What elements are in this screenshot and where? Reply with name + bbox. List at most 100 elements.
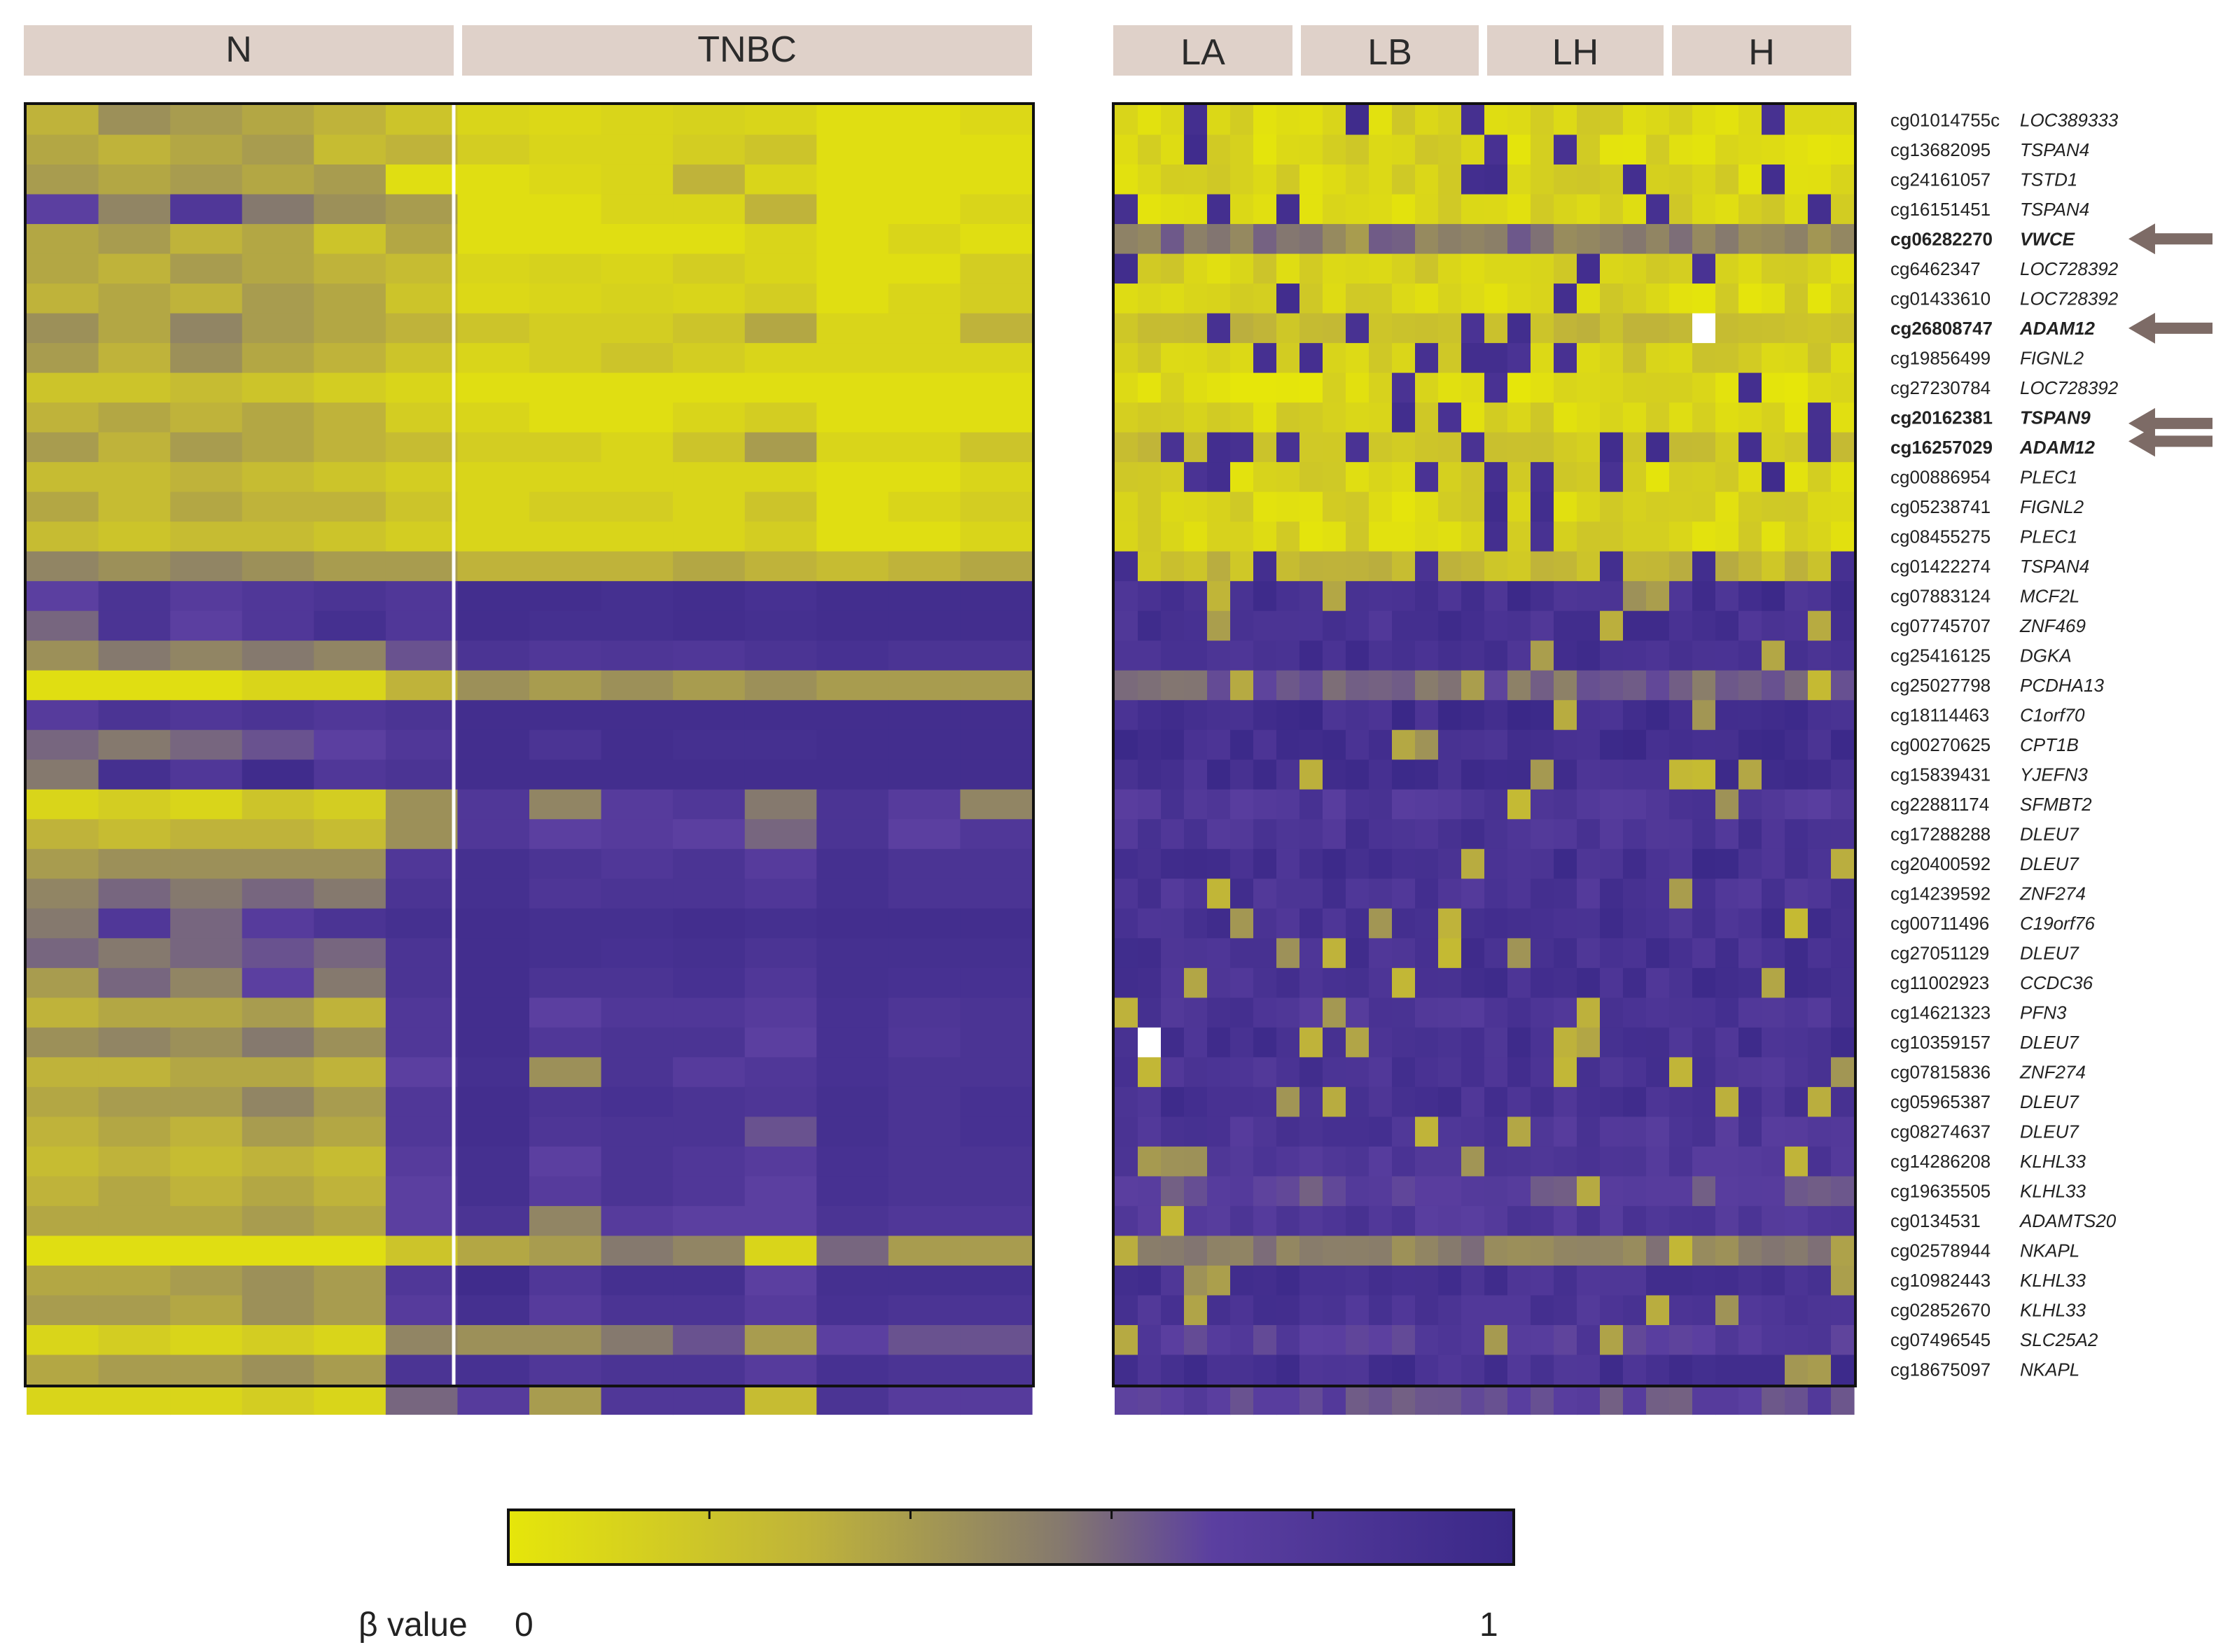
- heatmap-cell: [1646, 670, 1670, 701]
- heatmap-cell: [27, 462, 99, 493]
- heatmap-cell: [1484, 134, 1508, 165]
- heatmap-cell: [1138, 1116, 1162, 1147]
- heatmap-cell: [314, 1057, 386, 1088]
- heatmap-cell: [98, 670, 171, 701]
- heatmap-cell: [529, 253, 602, 284]
- heatmap-cell: [1253, 1176, 1277, 1207]
- row-probe-label: cg27230784: [1890, 377, 1991, 398]
- heatmap-cell: [242, 462, 314, 493]
- heatmap-cell: [1623, 164, 1647, 195]
- heatmap-cell: [960, 1146, 1033, 1177]
- heatmap-cell: [1346, 134, 1370, 165]
- heatmap-cell: [1646, 610, 1670, 641]
- heatmap-cell: [1369, 1116, 1393, 1147]
- heatmap-cell: [1461, 432, 1485, 463]
- heatmap-cell: [1715, 462, 1739, 493]
- heatmap-cell: [1577, 848, 1601, 879]
- heatmap-cell: [1299, 491, 1323, 522]
- heatmap-cell: [1646, 1027, 1670, 1058]
- heatmap-cell: [1369, 1236, 1393, 1266]
- heatmap-cell: [1692, 1086, 1716, 1117]
- heatmap-cell: [27, 1027, 99, 1058]
- heatmap-cell: [1715, 610, 1739, 641]
- heatmap-cell: [1230, 1057, 1254, 1088]
- heatmap-cell: [1115, 938, 1138, 969]
- heatmap-cell: [1276, 164, 1300, 195]
- heatmap-cell: [1138, 134, 1162, 165]
- heatmap-cell: [1438, 1086, 1462, 1117]
- heatmap-cell: [1461, 640, 1485, 671]
- heatmap-cell: [242, 1354, 314, 1385]
- heatmap-cell: [601, 878, 674, 909]
- heatmap-cell: [1738, 551, 1762, 582]
- heatmap-cell: [1715, 938, 1739, 969]
- heatmap-cell: [673, 760, 746, 790]
- heatmap-cell: [98, 878, 171, 909]
- heatmap-cell: [960, 1295, 1033, 1326]
- heatmap-cell: [1299, 462, 1323, 493]
- heatmap-cell: [960, 522, 1033, 552]
- heatmap-cell: [1554, 729, 1577, 760]
- heatmap-cell: [170, 997, 243, 1028]
- heatmap-cell: [1554, 313, 1577, 344]
- heatmap-cell: [816, 551, 889, 582]
- heatmap-cell: [1808, 402, 1832, 433]
- heatmap-cell: [1161, 938, 1185, 969]
- heatmap-cell: [1762, 789, 1785, 820]
- heatmap-cell: [673, 908, 746, 939]
- heatmap-cell: [1323, 105, 1346, 136]
- heatmap-cell: [1230, 1295, 1254, 1326]
- heatmap-cell: [1715, 1205, 1739, 1237]
- heatmap-cell: [1531, 343, 1554, 374]
- heatmap-cell: [314, 343, 386, 374]
- heatmap-cell: [1438, 551, 1462, 582]
- heatmap-cell: [1299, 1027, 1323, 1058]
- heatmap-cell: [242, 997, 314, 1028]
- heatmap-cell: [1230, 194, 1254, 225]
- heatmap-cell: [1531, 670, 1554, 701]
- heatmap-cell: [1438, 1027, 1462, 1058]
- heatmap-cell: [1207, 640, 1231, 671]
- heatmap-cell: [1392, 194, 1416, 225]
- heatmap-cell: [1484, 1385, 1508, 1415]
- group-headers: N TNBC LA LB LH H: [24, 25, 1851, 76]
- heatmap-cell: [1438, 491, 1462, 522]
- heatmap-cell: [1623, 1385, 1647, 1415]
- heatmap-cell: [1669, 1205, 1693, 1237]
- heatmap-cell: [98, 819, 171, 850]
- group-header: [1301, 25, 1479, 76]
- heatmap-cell: [1184, 670, 1208, 701]
- heatmap-cell: [1600, 670, 1624, 701]
- heatmap-cell: [457, 640, 530, 671]
- heatmap-cell: [601, 372, 674, 403]
- heatmap-cell: [1646, 760, 1670, 790]
- heatmap-cell: [1415, 1265, 1439, 1296]
- heatmap-cell: [1669, 1385, 1693, 1415]
- heatmap-cell: [385, 1176, 459, 1207]
- heatmap-cell: [1253, 432, 1277, 463]
- heatmap-cell: [1346, 908, 1370, 939]
- heatmap-cell: [888, 224, 961, 255]
- heatmap-cell: [1415, 1385, 1439, 1415]
- heatmap-cell: [1415, 1086, 1439, 1117]
- heatmap-cell: [1738, 1116, 1762, 1147]
- heatmap-cell: [1738, 134, 1762, 165]
- heatmap-cell: [1369, 1057, 1393, 1088]
- heatmap-cell: [1577, 819, 1601, 850]
- heatmap-cell: [1438, 164, 1462, 195]
- heatmap-cell: [1207, 581, 1231, 612]
- heatmap-cell: [457, 878, 530, 909]
- heatmap-cell: [529, 760, 602, 790]
- heatmap-cell: [170, 640, 243, 671]
- heatmap-cell: [98, 1205, 171, 1237]
- heatmap-cell: [1438, 343, 1462, 374]
- heatmap-cell: [744, 224, 817, 255]
- heatmap-cell: [1115, 1027, 1138, 1058]
- heatmap-cell: [1484, 760, 1508, 790]
- heatmap-cell: [888, 789, 961, 820]
- heatmap-cell: [1369, 1205, 1393, 1237]
- heatmap-cell: [816, 1176, 889, 1207]
- heatmap-cell: [1299, 819, 1323, 850]
- heatmap-cell: [1623, 789, 1647, 820]
- highlight-arrow: [2128, 426, 2212, 457]
